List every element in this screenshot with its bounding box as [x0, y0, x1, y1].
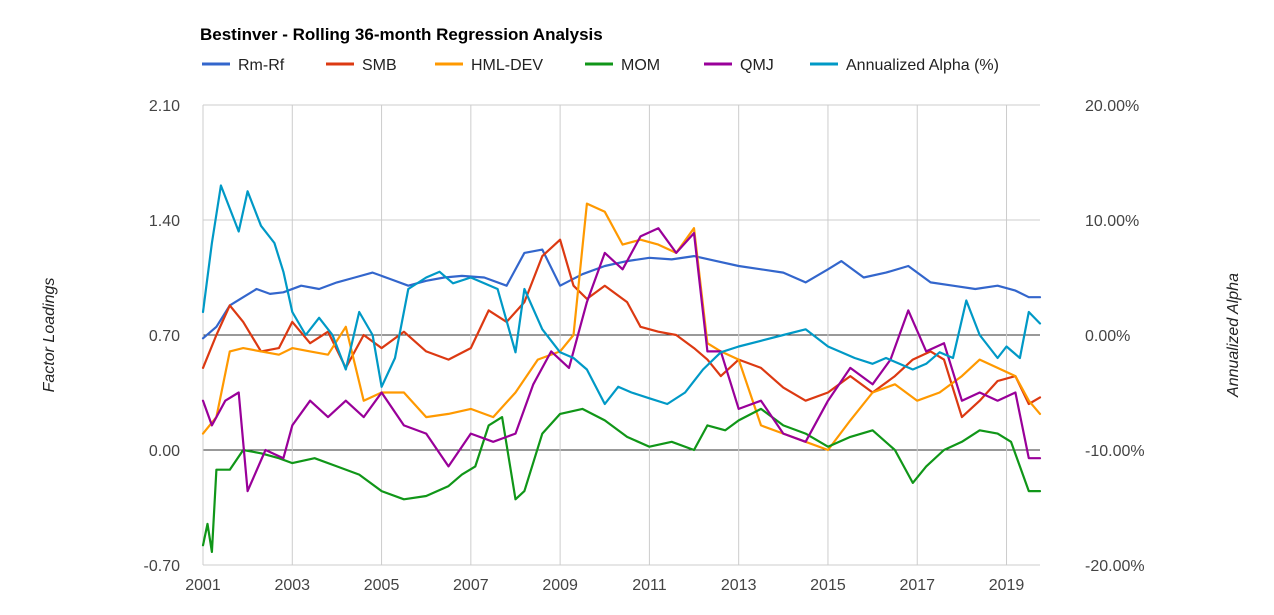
legend-entry: QMJ [740, 57, 774, 74]
x-tick-label: 2007 [453, 577, 489, 594]
chart-title: Bestinver - Rolling 36-month Regression … [200, 25, 603, 44]
x-tick-label: 2017 [899, 577, 935, 594]
series-line-rm-rf [201, 248, 1042, 340]
series-line-hml-dev [201, 202, 1042, 452]
y-right-tick-label: -20.00% [1085, 558, 1145, 575]
series-line-qmj [201, 227, 1042, 493]
legend-entry: MOM [621, 57, 660, 74]
y-axis-left-title: Factor Loadings [41, 278, 58, 393]
x-tick-label: 2019 [989, 577, 1025, 594]
y-right-tick-label: 0.00% [1085, 328, 1130, 345]
y-left-tick-label: 2.10 [149, 98, 180, 115]
y-left-tick-label: 0.00 [149, 443, 180, 460]
x-tick-label: 2005 [364, 577, 400, 594]
legend-entry: HML-DEV [471, 57, 543, 74]
x-tick-label: 2015 [810, 577, 846, 594]
tick-layer: 2001 2003 2005 2007 2009 2011 2013 2015 2017 2019… [144, 98, 1145, 594]
y-left-tick-label: 1.40 [149, 213, 180, 230]
x-tick-label: 2003 [274, 577, 310, 594]
series-line-mom [201, 407, 1042, 554]
y-left-tick-label: -0.70 [144, 558, 181, 575]
series-line-annualized-alpha [201, 184, 1042, 406]
y-right-tick-label: 20.00% [1085, 98, 1139, 115]
x-tick-label: 2001 [185, 577, 221, 594]
y-right-tick-label: -10.00% [1085, 443, 1145, 460]
x-tick-label: 2013 [721, 577, 757, 594]
legend-entry: SMB [362, 57, 397, 74]
series-line-smb [201, 238, 1042, 419]
legend-entry: Rm-Rf [238, 57, 285, 74]
x-tick-label: 2009 [542, 577, 578, 594]
grid [202, 104, 1040, 566]
y-left-tick-label: 0.70 [149, 328, 180, 345]
legend-entry: Annualized Alpha (%) [846, 57, 999, 74]
y-axis-right-title: Annualized Alpha [1225, 273, 1242, 398]
series-layer [201, 184, 1042, 554]
x-tick-label: 2011 [632, 577, 667, 594]
legend: Rm-Rf SMB HML-DEV MOM QMJ Annualized Alpha (%… [202, 57, 999, 74]
y-right-tick-label: 10.00% [1085, 213, 1139, 230]
